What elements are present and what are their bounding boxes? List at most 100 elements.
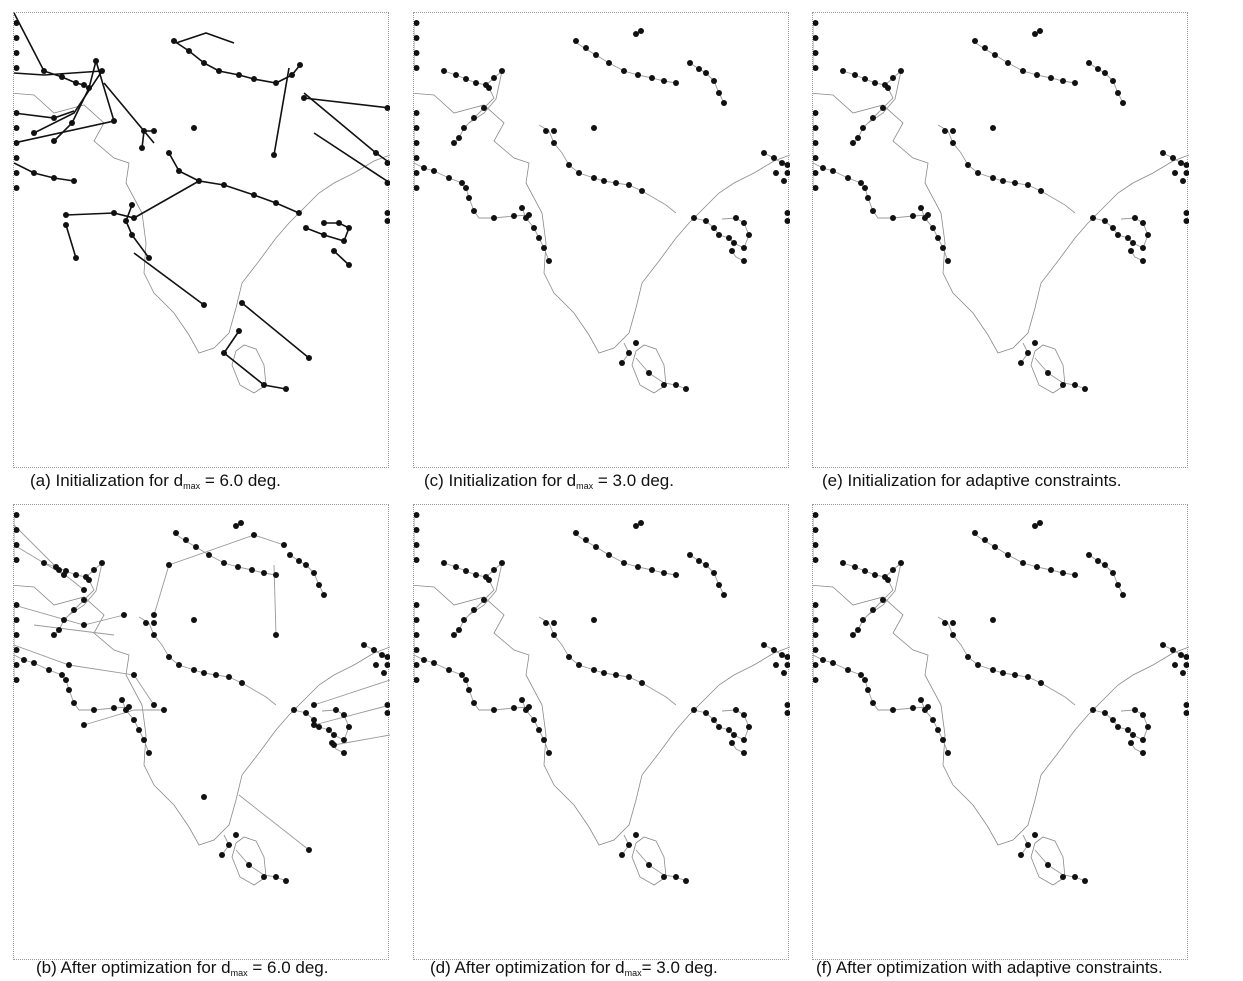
- trajectory-line: [14, 70, 104, 134]
- trajectory-line: [65, 224, 77, 259]
- track-point: [721, 100, 727, 106]
- track-point: [456, 135, 462, 141]
- track-point: [414, 662, 420, 668]
- track-point: [573, 530, 579, 536]
- track-point: [779, 652, 785, 658]
- track-point: [813, 677, 819, 683]
- track-point: [639, 680, 645, 686]
- trajectory-line: [468, 562, 503, 616]
- track-point: [273, 200, 279, 206]
- track-point: [1128, 248, 1134, 254]
- track-point: [1048, 567, 1054, 573]
- track-point: [541, 245, 547, 251]
- track-point: [414, 647, 420, 653]
- track-point: [511, 705, 517, 711]
- trajectory-line: [125, 204, 150, 259]
- track-point: [414, 35, 420, 41]
- track-point: [1115, 90, 1121, 96]
- track-point: [613, 672, 619, 678]
- track-point: [466, 195, 472, 201]
- track-point: [146, 750, 152, 756]
- track-point: [21, 657, 27, 663]
- trajectory-line: [1092, 217, 1149, 249]
- track-point: [384, 218, 390, 224]
- track-point: [784, 710, 790, 716]
- track-point: [311, 722, 317, 728]
- caption-d: (d) After optimization for dmax= 3.0 deg…: [430, 958, 718, 978]
- track-point: [346, 225, 352, 231]
- trajectory-line: [289, 554, 325, 596]
- track-point: [865, 195, 871, 201]
- track-point: [311, 702, 317, 708]
- track-point: [1038, 680, 1044, 686]
- track-point: [813, 155, 819, 161]
- track-point: [249, 567, 255, 573]
- trajectory-line: [238, 794, 310, 851]
- track-point: [855, 135, 861, 141]
- track-point: [638, 28, 644, 34]
- island-outline: [631, 836, 667, 886]
- track-point: [1183, 218, 1189, 224]
- track-point: [1130, 240, 1136, 246]
- trajectory-line: [693, 217, 750, 249]
- track-point: [486, 577, 492, 583]
- track-point: [151, 612, 157, 618]
- track-point: [191, 667, 197, 673]
- track-point: [1060, 382, 1066, 388]
- track-point: [930, 225, 936, 231]
- track-point: [414, 155, 420, 161]
- track-point: [63, 222, 69, 228]
- track-point: [619, 360, 625, 366]
- track-point: [326, 727, 332, 733]
- coastline: [813, 584, 1189, 846]
- track-point: [14, 557, 20, 563]
- track-point: [384, 654, 390, 660]
- track-point: [166, 654, 172, 660]
- track-point: [673, 382, 679, 388]
- track-point: [898, 560, 904, 566]
- track-point: [606, 552, 612, 558]
- track-point: [661, 78, 667, 84]
- track-point: [321, 220, 327, 226]
- track-point: [1005, 60, 1011, 66]
- track-point: [885, 85, 891, 91]
- track-point: [683, 386, 689, 392]
- trajectory-line: [538, 616, 677, 706]
- track-point: [14, 50, 20, 56]
- track-point: [661, 382, 667, 388]
- track-point: [840, 68, 846, 74]
- track-point: [583, 537, 589, 543]
- track-point: [341, 750, 347, 756]
- trajectory-line: [538, 124, 677, 214]
- track-point: [1110, 717, 1116, 723]
- track-point: [761, 642, 767, 648]
- track-point: [860, 125, 866, 131]
- track-point: [414, 170, 420, 176]
- track-point: [711, 570, 717, 576]
- track-point: [206, 552, 212, 558]
- track-point: [291, 707, 297, 713]
- track-point: [922, 707, 928, 713]
- track-point: [346, 724, 352, 730]
- track-point: [1025, 842, 1031, 848]
- track-point: [930, 717, 936, 723]
- track-point: [729, 248, 735, 254]
- trajectory-line: [867, 562, 902, 616]
- track-point: [813, 632, 819, 638]
- panel-b-map: [13, 504, 390, 960]
- trajectory-line: [65, 180, 300, 219]
- track-point: [336, 220, 342, 226]
- track-point: [1170, 647, 1176, 653]
- track-point: [346, 262, 352, 268]
- track-point: [321, 232, 327, 238]
- track-point: [922, 215, 928, 221]
- track-point: [1082, 386, 1088, 392]
- track-point: [201, 302, 207, 308]
- track-point: [141, 737, 147, 743]
- track-point: [982, 537, 988, 543]
- panel-b-plot: [14, 512, 390, 886]
- track-point: [481, 597, 487, 603]
- track-point: [86, 577, 92, 583]
- track-point: [303, 562, 309, 568]
- panel-e-map: [812, 12, 1189, 468]
